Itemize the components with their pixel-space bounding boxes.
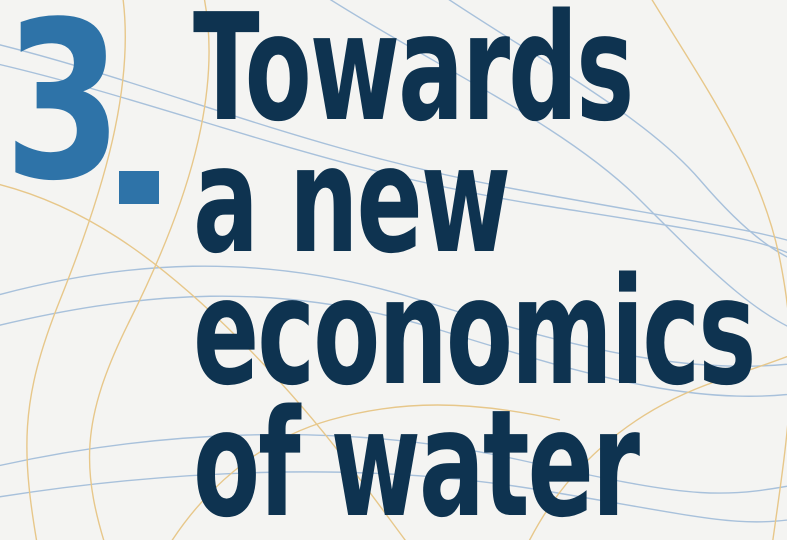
chapter-number-dot [119, 171, 159, 204]
chapter-number: 3 [4, 0, 122, 229]
chapter-title: Towards a new economics of water [193, 2, 783, 538]
chapter-title-line: Towards [193, 2, 634, 154]
chapter-title-line: a new [193, 114, 511, 286]
chapter-title-line: economics [193, 246, 756, 418]
chapter-title-line: of water [193, 378, 640, 538]
